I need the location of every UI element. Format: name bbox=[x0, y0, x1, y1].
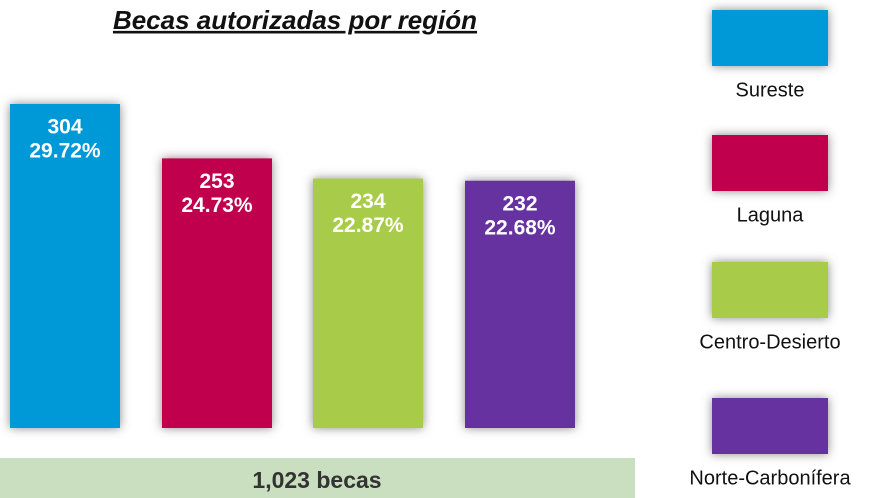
legend-label: Laguna bbox=[737, 204, 805, 226]
value-label: 232 bbox=[502, 192, 537, 215]
bar bbox=[465, 180, 575, 428]
legend-swatch bbox=[712, 135, 828, 191]
legend-swatch bbox=[712, 262, 828, 318]
share-label: 24.73% bbox=[181, 194, 253, 217]
total-box bbox=[0, 458, 635, 498]
share-label: 22.68% bbox=[484, 216, 556, 239]
legend-label: Sureste bbox=[736, 79, 805, 101]
bar bbox=[162, 158, 272, 428]
value-label: 234 bbox=[350, 190, 385, 213]
legend-label: Centro-Desierto bbox=[699, 331, 840, 353]
bar bbox=[313, 178, 423, 428]
chart-title: Becas autorizadas por región bbox=[113, 5, 477, 35]
legend-swatch bbox=[712, 398, 828, 454]
legend-label: Norte-Carbonífera bbox=[689, 467, 851, 489]
legend-swatch bbox=[712, 10, 828, 66]
share-label: 29.72% bbox=[29, 140, 101, 163]
value-label: 253 bbox=[199, 170, 234, 193]
total-label: 1,023 becas bbox=[252, 467, 381, 493]
bar bbox=[10, 104, 120, 428]
share-label: 22.87% bbox=[332, 214, 404, 237]
value-label: 304 bbox=[47, 116, 82, 139]
